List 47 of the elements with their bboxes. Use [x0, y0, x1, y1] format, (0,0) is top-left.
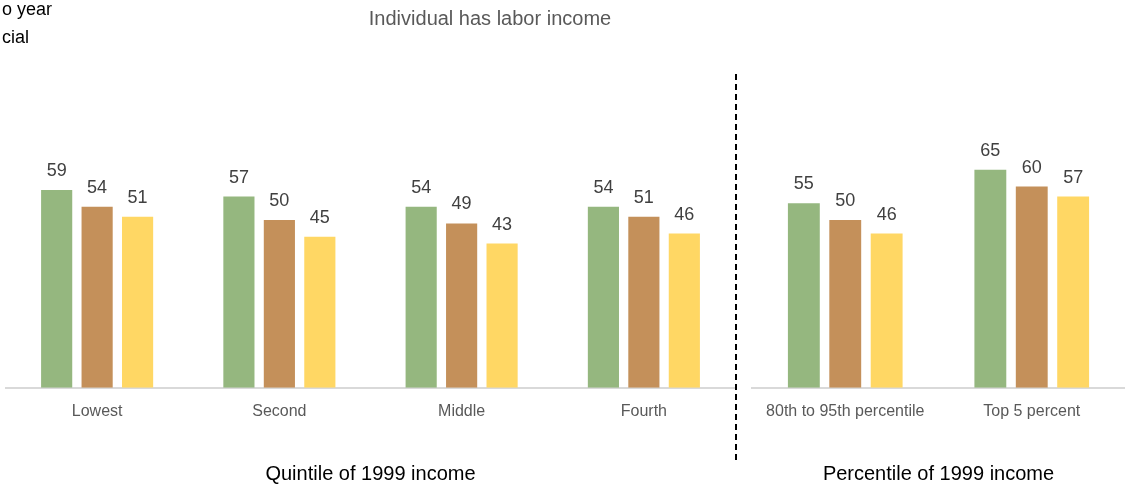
x-axis-title: Percentile of 1999 income [822, 461, 1055, 484]
bar [870, 233, 903, 388]
data-label: 50 [835, 190, 856, 211]
data-label: 49 [451, 193, 472, 214]
x-tick-label: Second [252, 401, 307, 419]
bar [1057, 196, 1090, 388]
data-label: 54 [593, 176, 614, 197]
data-label: 43 [492, 213, 513, 234]
bar [1015, 186, 1048, 388]
x-tick-label: Lowest [71, 401, 124, 419]
bar [405, 206, 437, 388]
bar [41, 189, 73, 388]
chart-title: Individual has labor income [368, 6, 612, 29]
bar [486, 243, 518, 388]
text: cial [2, 26, 30, 47]
x-axis-title: Quintile of 1999 income [265, 461, 476, 484]
bar [628, 216, 660, 388]
x-tick-label: Middle [438, 401, 486, 419]
bar [446, 223, 478, 388]
data-label: 51 [127, 186, 148, 207]
bar [668, 233, 700, 388]
data-label: 51 [633, 186, 654, 207]
bar [122, 216, 154, 388]
bar [263, 220, 295, 388]
x-tick-label: Fourth [620, 401, 667, 419]
bar [587, 206, 619, 388]
data-label: 54 [411, 176, 432, 197]
text: o year [2, 0, 53, 19]
data-label: 57 [1063, 166, 1084, 187]
bar [829, 220, 862, 388]
bar [787, 203, 820, 388]
data-label: 46 [876, 203, 897, 224]
data-label: 65 [980, 139, 1001, 160]
data-label: 50 [269, 190, 290, 211]
data-label: 45 [309, 206, 330, 227]
data-label: 54 [87, 176, 108, 197]
bar [223, 196, 255, 388]
data-label: 57 [228, 166, 249, 187]
bar [974, 169, 1007, 388]
bar [304, 236, 336, 388]
data-label: 59 [46, 159, 67, 180]
x-tick-label: Top 5 percent [983, 401, 1081, 419]
x-tick-label: 80th to 95th percentile [766, 401, 925, 419]
data-label: 60 [1021, 156, 1042, 177]
data-label: 55 [793, 173, 814, 194]
data-label: 46 [674, 203, 695, 224]
bar [81, 206, 113, 388]
